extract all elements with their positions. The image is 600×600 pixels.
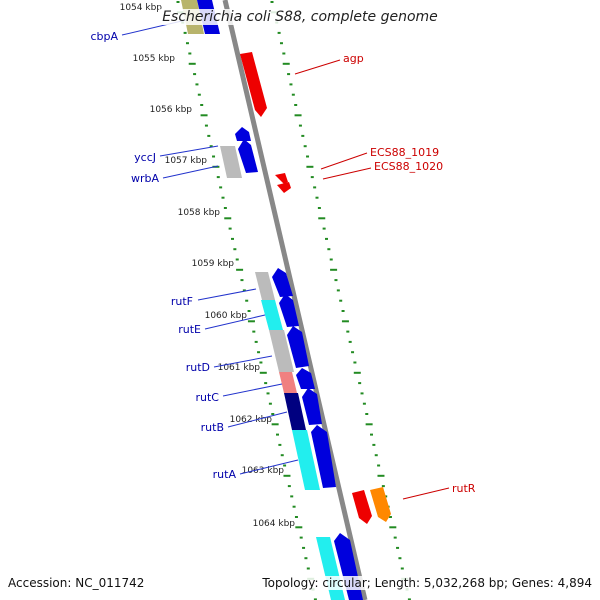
gene-label-rutR[interactable]: rutR xyxy=(452,482,476,495)
gene-label-wrbA[interactable]: wrbA xyxy=(131,172,160,185)
kbp-label: 1058 kbp xyxy=(178,208,221,218)
gene-label-yccJ[interactable]: yccJ xyxy=(134,151,156,164)
kbp-labels: 1054 kbp 1055 kbp 1056 kbp 1057 kbp 1058… xyxy=(120,3,296,529)
gene-label-rutD[interactable]: rutD xyxy=(186,361,210,374)
kbp-label: 1054 kbp xyxy=(120,3,163,13)
feature-ECS88_1019-arrow[interactable] xyxy=(275,173,288,184)
right-tick-track xyxy=(270,1,411,600)
genome-summary-text: Topology: circular; Length: 5,032,268 bp… xyxy=(262,576,592,590)
feature-rutC-block[interactable] xyxy=(279,372,297,393)
feature-rutE-block[interactable] xyxy=(261,300,283,330)
feature-rutE-arrow[interactable] xyxy=(279,294,299,327)
accession-text: Accession: NC_011742 xyxy=(8,576,145,590)
feature-rutA-block[interactable] xyxy=(292,430,320,490)
left-gene-labels: cbpA yccJ wrbA rutF rutE rutD rutC rutB … xyxy=(90,19,299,481)
gene-label-rutC[interactable]: rutC xyxy=(196,391,220,404)
gene-label-ECS88_1020[interactable]: ECS88_1020 xyxy=(374,160,443,173)
feature-agp-arrow[interactable] xyxy=(240,52,267,117)
genome-backbone xyxy=(222,0,368,600)
kbp-label: 1055 kbp xyxy=(133,54,176,64)
gene-label-rutE[interactable]: rutE xyxy=(178,323,201,336)
feature-rutF-arrow[interactable] xyxy=(272,268,293,297)
feature-wrbA-block[interactable] xyxy=(220,146,242,178)
feature-layer xyxy=(181,0,391,600)
gene-label-rutB[interactable]: rutB xyxy=(201,421,224,434)
feature-rutC-arrow[interactable] xyxy=(296,368,315,389)
kbp-label: 1064 kbp xyxy=(253,519,296,529)
genome-title: Escherichia coli S88, complete genome xyxy=(0,9,600,25)
genome-summary-value: Topology: circular; Length: 5,032,268 bp… xyxy=(262,576,592,590)
feature-rutR-orange[interactable] xyxy=(370,487,391,522)
gene-label-ECS88_1019[interactable]: ECS88_1019 xyxy=(370,146,439,159)
kbp-label: 1062 kbp xyxy=(230,415,273,425)
kbp-label: 1063 kbp xyxy=(242,466,285,476)
kbp-label: 1060 kbp xyxy=(205,311,248,321)
genome-title-text: Escherichia coli S88, complete genome xyxy=(159,9,441,25)
kbp-label: 1056 kbp xyxy=(150,105,193,115)
feature-rutD-block[interactable] xyxy=(269,330,294,372)
gene-label-rutF[interactable]: rutF xyxy=(171,295,193,308)
feature-wrbA-arrow[interactable] xyxy=(238,139,258,173)
gene-label-agp[interactable]: agp xyxy=(343,52,364,65)
feature-rutR-red[interactable] xyxy=(352,490,372,524)
feature-yccJ-arrow[interactable] xyxy=(235,127,251,141)
gene-label-rutA[interactable]: rutA xyxy=(213,468,237,481)
feature-rutD-arrow[interactable] xyxy=(287,326,309,368)
feature-rutF-block[interactable] xyxy=(255,272,275,300)
kbp-label: 1061 kbp xyxy=(218,363,261,373)
feature-rutB-block[interactable] xyxy=(284,393,306,430)
kbp-label: 1057 kbp xyxy=(165,156,208,166)
gene-label-cbpA[interactable]: cbpA xyxy=(90,30,118,43)
feature-ECS88_1020-arrow[interactable] xyxy=(277,182,291,193)
feature-rutB-arrow[interactable] xyxy=(302,388,322,425)
right-gene-labels: agp ECS88_1019 ECS88_1020 rutR xyxy=(294,52,476,500)
accession-value: Accession: NC_011742 xyxy=(8,576,145,590)
feature-rutA-arrow[interactable] xyxy=(311,425,336,488)
kbp-label: 1059 kbp xyxy=(192,259,235,269)
